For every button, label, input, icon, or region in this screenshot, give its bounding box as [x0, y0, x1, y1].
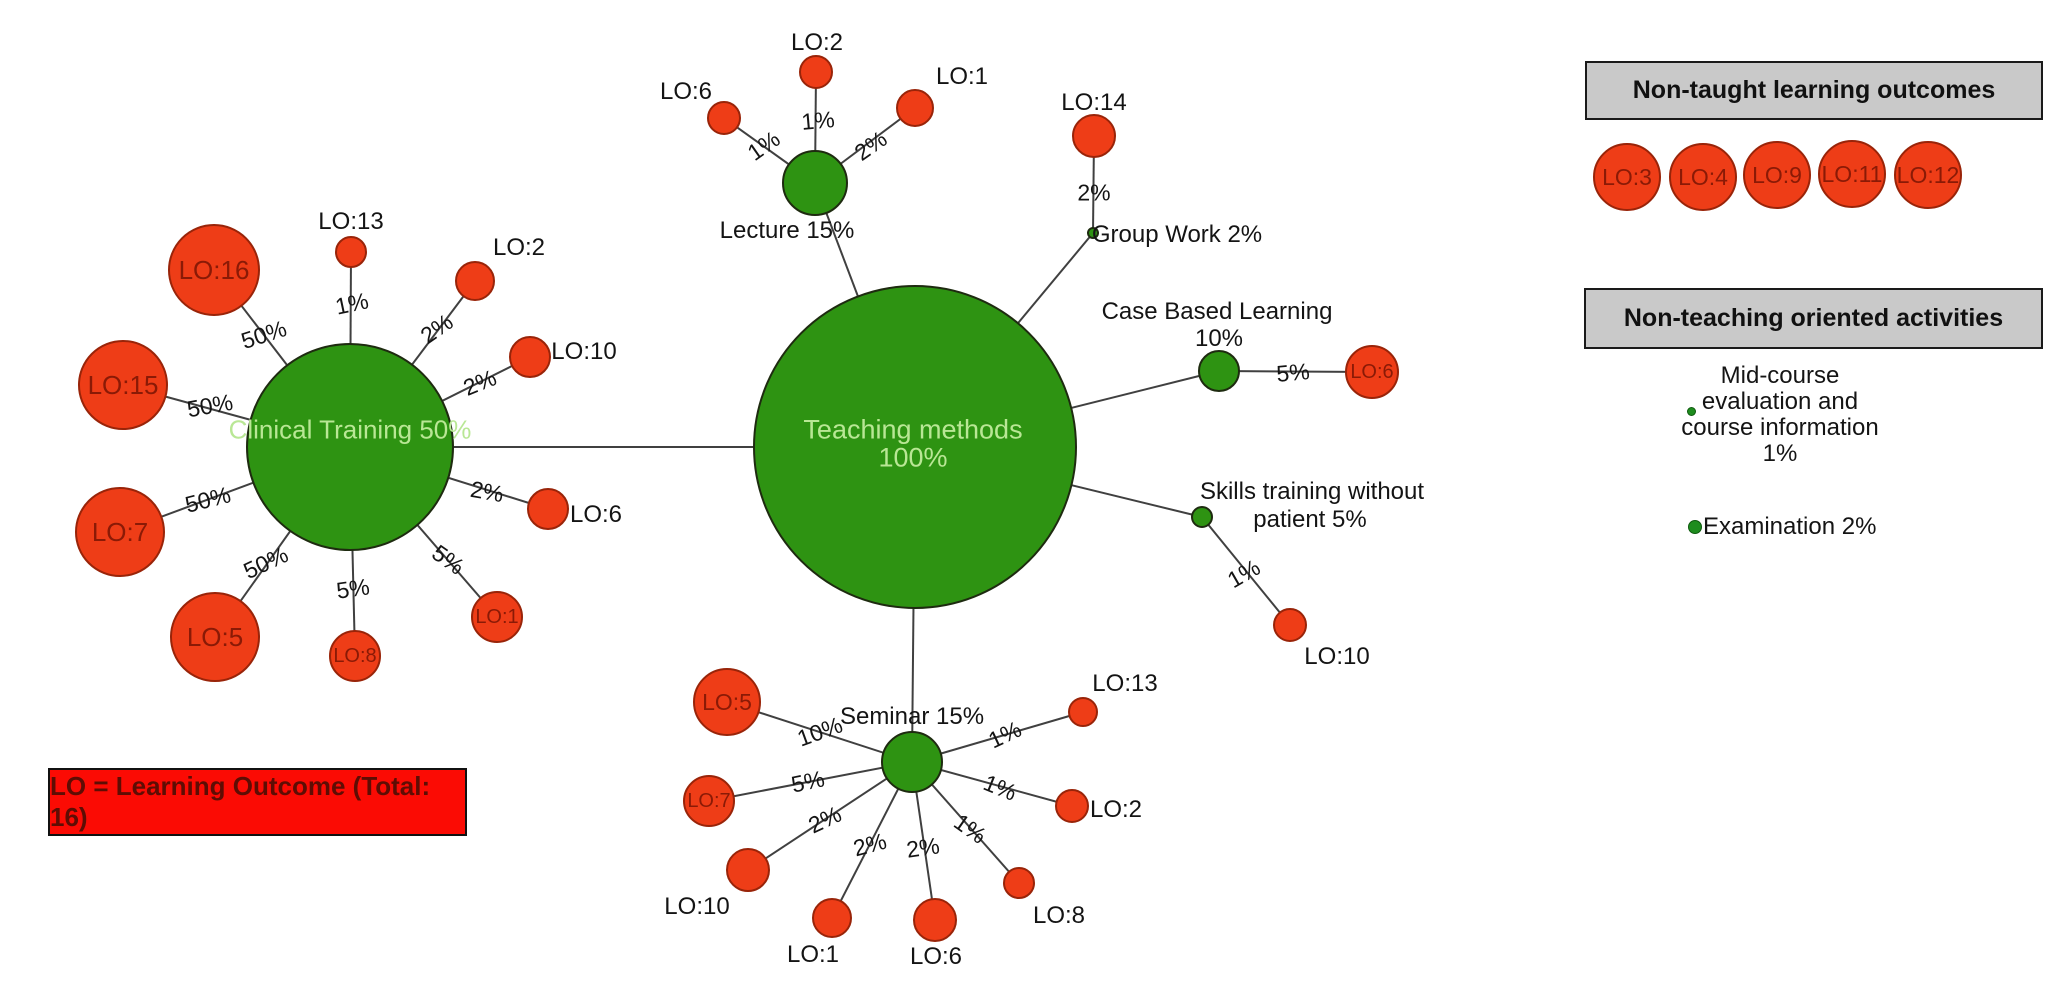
hub-label-groupwork: Group Work 2%	[1091, 221, 1263, 248]
mid-course-line: Mid-course	[1720, 362, 1840, 389]
lo-node-seminar-lo7: LO:7	[683, 775, 735, 827]
lo-node-clinical-lo13	[335, 236, 367, 268]
lo-node-group-lo14	[1072, 114, 1116, 158]
label-seminar-lo6: LO:6	[909, 943, 963, 970]
pct-clinical-lo6: 2%	[468, 475, 506, 508]
label-clinical-lo10: LO:10	[551, 338, 617, 365]
lo-node-lecture-lo2	[799, 55, 833, 89]
lo-chip-label: LO:12	[1896, 161, 1960, 188]
legend-text: LO = Learning Outcome (Total: 16)	[50, 771, 431, 832]
label-seminar-lo8: LO:8	[1032, 902, 1086, 929]
lo-node-clinical-lo8: LO:8	[329, 630, 381, 682]
pct-lecture-lo2: 1%	[800, 106, 836, 135]
label-clinical-lo2: LO:2	[492, 234, 546, 261]
non-teaching-title: Non-teaching oriented activities	[1623, 304, 2004, 332]
label-group-lo14: LO:14	[1061, 89, 1127, 116]
hub-label-lecture: Lecture 15%	[719, 217, 855, 244]
examination-note: Examination 2%	[1703, 513, 1877, 540]
lo-node-clinical-lo1: LO:1	[471, 591, 523, 643]
mid-course-note: Mid-course evaluation and course informa…	[1630, 363, 1930, 467]
non-taught-node-lo12: LO:12	[1894, 141, 1962, 209]
pct-cbl-lo6: 5%	[1275, 358, 1311, 387]
hub-skills	[1191, 506, 1213, 528]
pct-clinical-lo8: 5%	[334, 573, 372, 604]
lo-node-clinical-lo15: LO:15	[78, 340, 168, 430]
hub-teaching-line0: Teaching methods	[803, 414, 1023, 445]
lo-node-clinical-lo6	[527, 488, 569, 530]
lo-node-clinical-lo10	[509, 336, 551, 378]
lo-node-lecture-lo1	[896, 89, 934, 127]
lo-chip-label: LO:11	[1821, 160, 1883, 187]
label-clinical-lo13: LO:13	[318, 208, 384, 235]
pct-group-lo14: 2%	[1077, 179, 1111, 206]
non-taught-node-lo4: LO:4	[1669, 143, 1737, 211]
examination-dot-icon	[1688, 520, 1702, 534]
mid-course-line: 1%	[1762, 440, 1798, 467]
lo-node-seminar-lo1	[812, 898, 852, 938]
lo-node-clinical-lo5: LO:5	[170, 592, 260, 682]
hub-seminar	[881, 731, 943, 793]
edge-seminar-lo10	[747, 761, 913, 871]
non-taught-title: Non-taught learning outcomes	[1632, 76, 1996, 104]
hub-label-skills: Skills training without	[1199, 478, 1425, 505]
label-lecture-lo1: LO:1	[935, 63, 989, 90]
label-lecture-lo2: LO:2	[790, 29, 844, 56]
lo-chip-label: LO:4	[1678, 163, 1728, 190]
hub-label2-cbl: 10%	[1194, 325, 1244, 352]
label-seminar-lo10: LO:10	[664, 893, 730, 920]
hub-teaching-line1: 100%	[878, 442, 948, 473]
lo-chip-label: LO:9	[1752, 161, 1802, 188]
hub-groupwork	[1087, 227, 1099, 239]
hub-lecture	[782, 150, 848, 216]
hub-label2-skills: patient 5%	[1253, 506, 1367, 533]
edge-skills-lo10	[1201, 516, 1291, 626]
lo-node-clinical-lo16: LO:16	[168, 224, 260, 316]
lo-node-clinical-lo7: LO:7	[75, 487, 165, 577]
hub-teaching	[753, 285, 1077, 609]
non-taught-node-lo9: LO:9	[1743, 141, 1811, 209]
non-taught-node-lo11: LO:11	[1818, 140, 1886, 208]
lo-node-skills-lo10	[1273, 608, 1307, 642]
lo-node-seminar-lo5: LO:5	[693, 668, 761, 736]
lo-chip-label: LO:3	[1602, 163, 1652, 190]
lo-node-seminar-lo13	[1068, 697, 1098, 727]
hub-label-clinical: Clinical Training 50%	[228, 414, 472, 445]
label-seminar-lo1: LO:1	[786, 941, 840, 968]
label-skills-lo10: LO:10	[1304, 643, 1370, 670]
mid-course-line: course information	[1681, 414, 1879, 441]
hub-label-cbl: Case Based Learning	[1101, 298, 1333, 325]
lo-node-seminar-lo8	[1003, 867, 1035, 899]
label-seminar-lo2: LO:2	[1089, 796, 1143, 823]
lo-node-lecture-lo6	[707, 101, 741, 135]
non-teaching-header: Non-teaching oriented activities	[1584, 288, 2043, 349]
hub-label-seminar: Seminar 15%	[839, 703, 985, 730]
lo-node-seminar-lo2	[1055, 789, 1089, 823]
non-taught-node-lo3: LO:3	[1593, 143, 1661, 211]
mid-course-line: evaluation and	[1701, 388, 1859, 415]
lo-node-seminar-lo6	[913, 898, 957, 942]
label-seminar-lo13: LO:13	[1092, 670, 1158, 697]
pct-seminar-lo6: 2%	[904, 832, 942, 863]
non-taught-header: Non-taught learning outcomes	[1585, 61, 2043, 120]
lo-node-cbl-lo6: LO:6	[1345, 345, 1399, 399]
legend-box: LO = Learning Outcome (Total: 16)	[48, 768, 467, 836]
edge-seminar-lo7	[708, 761, 913, 802]
label-clinical-lo6: LO:6	[569, 501, 623, 528]
label-lecture-lo6: LO:6	[659, 78, 713, 105]
lo-node-seminar-lo10	[726, 848, 770, 892]
lo-node-clinical-lo2	[455, 261, 495, 301]
hub-cbl	[1198, 350, 1240, 392]
hub-clinical	[246, 343, 454, 551]
mid-course-dot-icon	[1687, 407, 1696, 416]
